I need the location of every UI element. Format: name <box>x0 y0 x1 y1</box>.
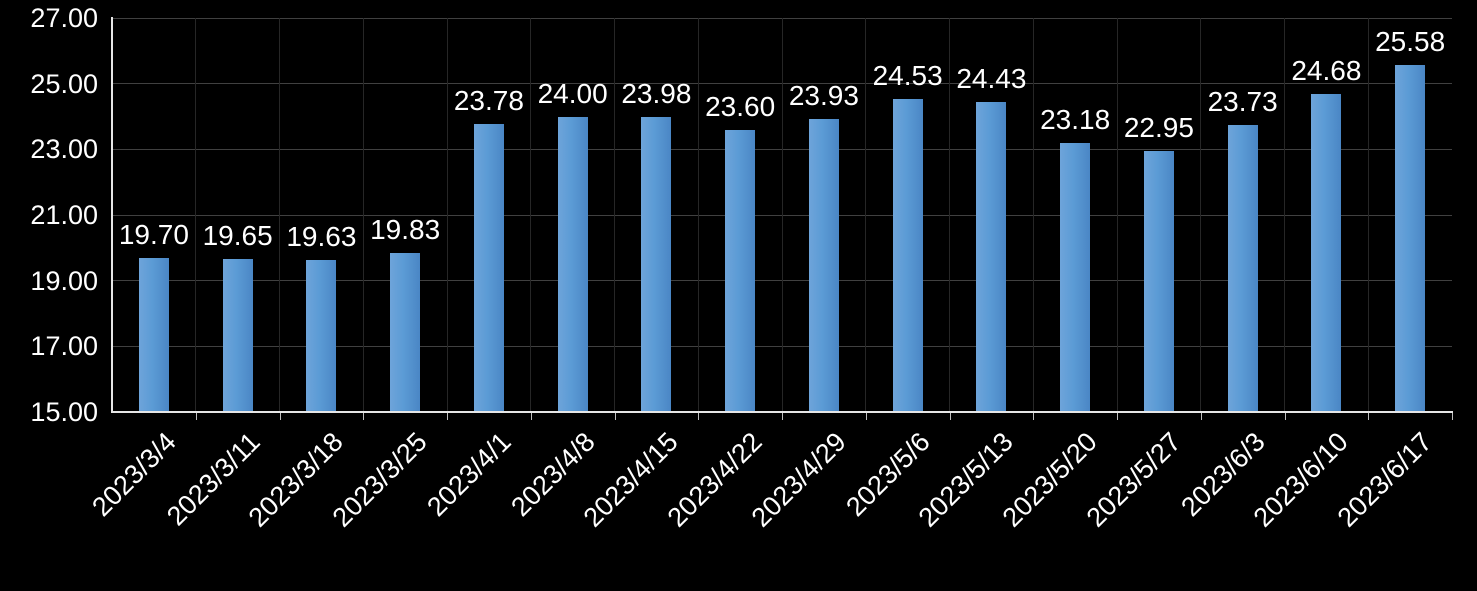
vertical-gridline <box>1284 18 1285 412</box>
x-axis-tick <box>782 413 783 420</box>
bar <box>390 253 421 412</box>
y-axis-label: 27.00 <box>30 3 98 33</box>
bar <box>473 123 504 412</box>
vertical-gridline <box>949 18 950 412</box>
x-axis-tick <box>363 413 365 420</box>
bar <box>892 99 923 412</box>
vertical-gridline <box>781 18 783 412</box>
vertical-gridline <box>865 18 867 412</box>
x-axis-line <box>111 411 1453 413</box>
x-axis-tick <box>447 413 448 420</box>
bar <box>1060 143 1091 412</box>
bar-value-label: 24.00 <box>537 77 608 109</box>
bar-value-label: 24.43 <box>956 63 1027 95</box>
y-axis-label: 15.00 <box>30 397 98 427</box>
x-axis-tick <box>1284 413 1286 420</box>
bar <box>306 259 337 412</box>
vertical-gridline <box>530 18 532 412</box>
x-axis-tick <box>698 413 700 420</box>
bar <box>557 116 588 412</box>
x-axis-tick <box>1117 413 1118 420</box>
bar-value-label: 25.58 <box>1375 25 1446 57</box>
vertical-gridline <box>697 18 699 412</box>
x-axis-label: 2023/4/1 <box>421 426 517 523</box>
vertical-gridline <box>446 18 448 412</box>
x-axis-tick <box>195 413 197 420</box>
plot-area: 19.70 19.65 19.63 19.83 23.78 24.00 23.98 23.60… <box>112 17 1452 412</box>
y-axis-label: 25.00 <box>30 68 98 99</box>
x-axis-tick <box>949 413 951 420</box>
bar <box>1143 150 1174 412</box>
x-axis-tick <box>1033 413 1035 420</box>
y-axis-line <box>111 17 113 413</box>
y-axis-label: 17.00 <box>30 331 98 362</box>
x-axis-tick <box>865 413 867 420</box>
bar-value-label: 23.18 <box>1040 104 1111 136</box>
bar-value-label: 23.60 <box>705 90 776 122</box>
vertical-gridline <box>1367 18 1369 412</box>
bar <box>641 117 672 412</box>
bar <box>976 102 1007 412</box>
x-axis-tick <box>1368 413 1370 420</box>
bar <box>808 118 839 412</box>
y-axis-label: 21.00 <box>30 200 98 230</box>
bar <box>222 259 253 412</box>
y-axis-label: 23.00 <box>30 134 98 165</box>
vertical-gridline <box>279 18 280 412</box>
vertical-gridline <box>195 18 197 412</box>
bar-value-label: 23.78 <box>453 84 524 116</box>
y-axis-label: 19.00 <box>30 265 98 296</box>
bar-value-label: 22.95 <box>1123 111 1194 143</box>
x-axis-tick <box>530 413 532 420</box>
bar <box>1311 94 1342 412</box>
bar-value-label: 24.68 <box>1291 55 1362 87</box>
x-axis-tick <box>279 413 281 420</box>
bar-value-label: 23.93 <box>788 79 859 111</box>
bar-value-label: 24.53 <box>872 60 943 92</box>
vertical-gridline <box>1116 18 1118 412</box>
bar-value-label: 19.63 <box>286 220 357 252</box>
bar-value-label: 19.83 <box>370 214 441 246</box>
bar <box>138 257 169 412</box>
x-axis-tick <box>614 413 616 420</box>
bar-value-label: 23.73 <box>1207 86 1278 118</box>
bar <box>1395 64 1426 412</box>
bar-value-label: 19.65 <box>202 220 273 252</box>
bar-value-label: 23.98 <box>621 78 692 110</box>
bar <box>1227 125 1258 412</box>
bar-value-label: 19.70 <box>118 218 189 250</box>
vertical-gridline <box>1032 18 1034 412</box>
vertical-gridline <box>362 18 364 412</box>
x-axis-tick <box>1200 413 1202 420</box>
bar <box>725 129 756 412</box>
vertical-gridline <box>614 18 615 412</box>
vertical-gridline <box>1200 18 1202 412</box>
x-axis-tick <box>1452 413 1453 420</box>
